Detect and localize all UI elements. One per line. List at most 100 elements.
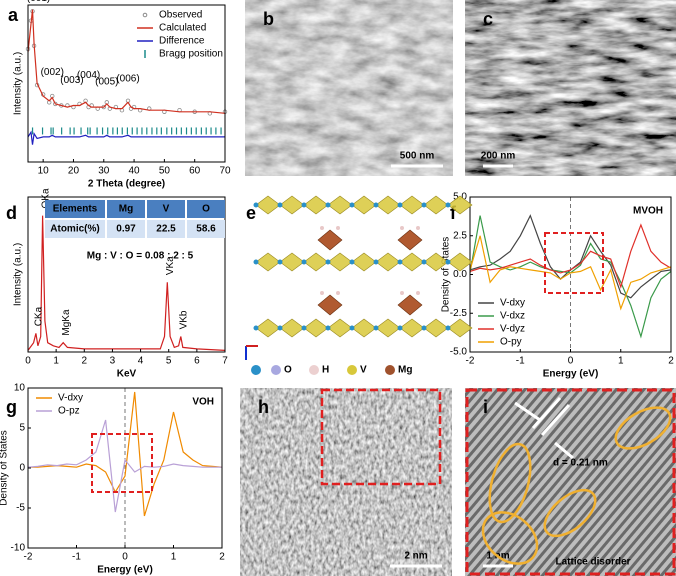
x-tick-label: 4	[138, 356, 144, 367]
y-axis-label: Density of States	[0, 430, 10, 506]
legend-label: V	[360, 365, 367, 376]
x-tick-label: -2	[24, 552, 33, 563]
series-line	[469, 235, 672, 311]
table-header-cell	[107, 200, 145, 218]
y-tick-label: -5	[16, 503, 25, 514]
peak-label: (003)	[60, 75, 83, 86]
atom-o	[349, 202, 355, 208]
atom-h	[416, 226, 420, 230]
lattice-mark	[531, 396, 562, 430]
peak-label: VKb	[178, 310, 189, 329]
atom-h	[320, 226, 324, 230]
legend-label: O	[284, 365, 292, 376]
panel-label: i	[483, 397, 488, 417]
x-tick-label: -2	[466, 356, 475, 367]
atom-o	[421, 259, 427, 265]
x-axis-label: 2 Theta (degree)	[88, 179, 165, 190]
arrow	[554, 441, 574, 460]
zoom-region	[544, 232, 604, 294]
panel-label: g	[6, 397, 17, 417]
legend-label: Calculated	[159, 23, 206, 34]
atom-h	[400, 291, 404, 295]
legend-label: Bragg position	[159, 49, 223, 60]
atom-o	[373, 259, 379, 265]
x-tick-label: 60	[189, 166, 201, 177]
series-line	[28, 391, 223, 517]
plot-frame	[27, 196, 226, 353]
table-header: O	[202, 204, 210, 215]
y-axis-label: Intensity (a.u.)	[13, 243, 24, 306]
x-tick-label: 1	[171, 552, 177, 563]
peak-label: MgKa	[61, 309, 72, 336]
y-axis-label: Intensity (a.u.)	[13, 52, 24, 115]
x-tick-label: 20	[68, 166, 80, 177]
panel-label: c	[483, 9, 493, 29]
legend-label: Observed	[159, 10, 202, 21]
table-header: Elements	[53, 204, 98, 215]
table-header: V	[163, 204, 170, 215]
x-tick-label: 6	[194, 356, 200, 367]
atom-o	[277, 202, 283, 208]
atom-o	[277, 259, 283, 265]
x-tick-label: -1	[72, 552, 81, 563]
atom-o	[397, 259, 403, 265]
v-polyhedron	[447, 252, 473, 272]
atom-o	[445, 325, 451, 331]
peak-label: CKa	[34, 306, 45, 326]
y-tick-label: 0.0	[453, 269, 467, 280]
y-tick-label: -10	[11, 543, 26, 554]
x-tick-label: 3	[110, 356, 116, 367]
mg-polyhedron	[317, 294, 343, 316]
x-tick-label: 2	[219, 552, 225, 563]
chart-title: MVOH	[633, 206, 663, 217]
micrograph	[245, 0, 453, 176]
table-cell-text: 0.97	[116, 224, 136, 235]
legend-label: Mg	[398, 365, 412, 376]
peak-label: VKa	[165, 256, 176, 275]
panel-label: h	[258, 397, 269, 417]
atom-h	[336, 226, 340, 230]
atom-o	[253, 325, 259, 331]
series-line	[27, 130, 225, 145]
atom-o	[253, 259, 259, 265]
legend-label: Difference	[159, 36, 205, 47]
x-axis-label: KeV	[117, 369, 137, 380]
table-cell	[45, 220, 105, 238]
legend-atom	[385, 365, 395, 375]
disorder-region	[481, 511, 539, 565]
peak-label: OKa	[40, 188, 51, 208]
atom-o	[301, 325, 307, 331]
panel-label: e	[246, 203, 256, 223]
x-tick-label: 5	[166, 356, 172, 367]
table-header-cell	[147, 200, 185, 218]
y-tick-label: 10	[14, 383, 26, 394]
atom-o	[421, 202, 427, 208]
zoom-frame	[465, 388, 676, 576]
series-line	[27, 9, 226, 114]
atom-o	[421, 325, 427, 331]
x-tick-label: 50	[159, 166, 171, 177]
legend-swatch	[142, 12, 148, 18]
disorder-region	[543, 488, 597, 538]
atom-h	[320, 291, 324, 295]
legend-label: V-dxz	[500, 311, 525, 322]
table-cell	[187, 220, 225, 238]
scale-bar-label: 200 nm	[481, 151, 516, 162]
atom-o	[445, 202, 451, 208]
y-tick-label: -5.0	[450, 347, 468, 358]
x-tick-label: 30	[98, 166, 110, 177]
x-tick-label: 1	[618, 356, 624, 367]
legend-atom	[251, 365, 261, 375]
zoom-region	[320, 388, 442, 486]
atom-o	[325, 259, 331, 265]
x-tick-label: 2	[82, 356, 88, 367]
disorder-region	[488, 442, 532, 524]
atom-o	[349, 325, 355, 331]
legend-label: H	[322, 365, 329, 376]
panel-label: a	[8, 5, 19, 25]
series-line	[27, 215, 226, 351]
chart-title: VOH	[192, 397, 214, 408]
atom-o	[253, 202, 259, 208]
atom-h	[336, 291, 340, 295]
